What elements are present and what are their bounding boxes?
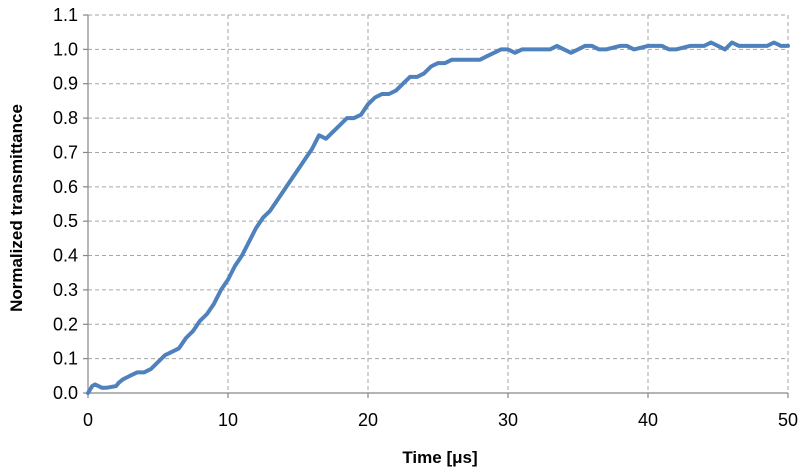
y-tick-label: 0.8 <box>53 108 78 128</box>
y-tick-label: 0.1 <box>53 349 78 369</box>
gridlines <box>88 14 789 393</box>
x-axis-title: Time [μs] <box>402 448 477 467</box>
y-tick-label: 1.1 <box>53 5 78 25</box>
x-tick-label: 30 <box>498 410 518 430</box>
y-tick-label: 1.0 <box>53 39 78 59</box>
y-tick-label: 0.0 <box>53 383 78 403</box>
axes <box>83 14 789 398</box>
x-tick-label: 0 <box>83 410 93 430</box>
y-tick-label: 0.2 <box>53 314 78 334</box>
x-tick-label: 20 <box>358 410 378 430</box>
tick-labels: 0.0 0.1 0.2 0.3 0.4 0.5 0.6 0.7 0.8 0.9 1.0 1.1 0 10 2… <box>53 5 798 430</box>
y-tick-label: 0.9 <box>53 74 78 94</box>
y-tick-label: 0.5 <box>53 211 78 231</box>
y-tick-label: 0.3 <box>53 280 78 300</box>
x-tick-label: 10 <box>218 410 238 430</box>
y-tick-label: 0.6 <box>53 177 78 197</box>
y-tick-label: 0.7 <box>53 142 78 162</box>
y-axis-title: Normalized transmittance <box>7 104 26 312</box>
x-tick-label: 40 <box>638 410 658 430</box>
transmittance-series-line <box>86 40 790 395</box>
y-tick-label: 0.4 <box>53 246 78 266</box>
x-tick-label: 50 <box>778 410 798 430</box>
series <box>86 40 790 395</box>
